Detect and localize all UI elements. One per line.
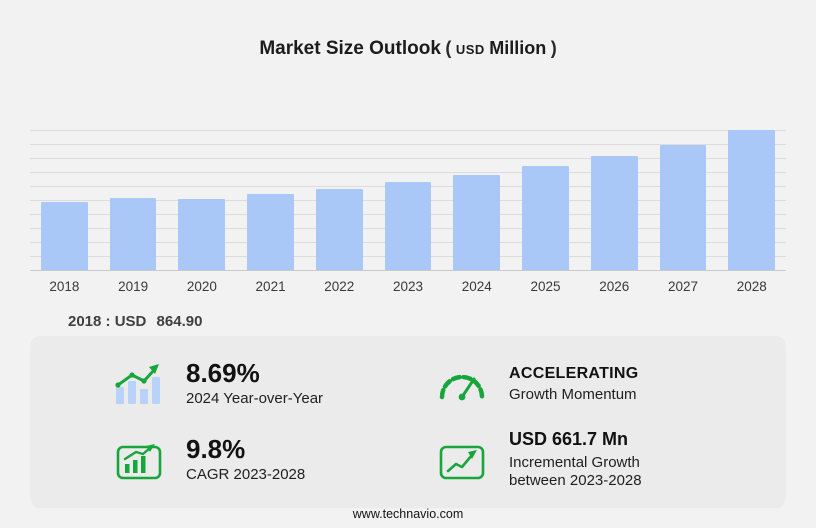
bar-2021 bbox=[236, 120, 305, 270]
x-tick-label-2026: 2026 bbox=[599, 279, 630, 294]
cagr-caption: CAGR 2023-2028 bbox=[186, 466, 306, 484]
bar-2019 bbox=[99, 120, 168, 270]
x-tick-label-2018: 2018 bbox=[49, 279, 80, 294]
momentum-value: ACCELERATING bbox=[509, 364, 639, 382]
cagr-chart-icon bbox=[110, 440, 168, 480]
bar-2018 bbox=[30, 120, 99, 270]
yoy-caption: 2024 Year-over-Year bbox=[186, 390, 324, 408]
incremental-growth-icon bbox=[433, 440, 491, 480]
bar-rect-2021 bbox=[247, 194, 294, 270]
stat-yoy: 8.69% 2024 Year-over-Year bbox=[110, 346, 423, 422]
bar-rect-2018 bbox=[41, 201, 88, 270]
page-title: Market Size Outlook ( USD Million ) bbox=[0, 38, 816, 60]
momentum-caption: Growth Momentum bbox=[509, 385, 637, 403]
x-tick-label-2019: 2019 bbox=[118, 279, 149, 294]
key-stats-panel: 8.69% 2024 Year-over-Year ACCELERATING G… bbox=[30, 336, 786, 508]
x-tick-label-2023: 2023 bbox=[393, 279, 424, 294]
x-tick-label-2020: 2020 bbox=[186, 279, 217, 294]
title-open-paren: ( bbox=[445, 38, 452, 58]
base-year-value: 864.90 bbox=[156, 313, 203, 330]
stat-momentum: ACCELERATING Growth Momentum bbox=[433, 346, 746, 422]
title-currency: USD bbox=[455, 42, 485, 57]
bar-rect-2028 bbox=[728, 130, 776, 270]
bar-2024 bbox=[442, 120, 511, 270]
bar-rect-2026 bbox=[590, 156, 638, 270]
chart-plot-area bbox=[30, 120, 786, 271]
bar-2026 bbox=[580, 120, 649, 270]
title-unit: Million bbox=[489, 38, 547, 58]
x-tick-label-2027: 2027 bbox=[667, 279, 698, 294]
bar-2027 bbox=[649, 120, 718, 270]
bar-rect-2024 bbox=[453, 174, 501, 270]
stat-incremental-growth: USD 661.7 Mn Incremental Growth between … bbox=[433, 422, 746, 498]
x-tick-label-2028: 2028 bbox=[736, 279, 767, 294]
bar-rect-2025 bbox=[522, 165, 569, 270]
x-axis-labels: 2018 2019 2020 2021 2022 2023 2024 2025 2026 2027… bbox=[30, 279, 786, 294]
x-tick-label-2024: 2024 bbox=[461, 279, 492, 294]
speedometer-icon bbox=[433, 366, 491, 402]
incremental-value: USD 661.7 Mn bbox=[509, 428, 629, 449]
bar-rect-2027 bbox=[659, 144, 707, 270]
bar-2023 bbox=[374, 120, 443, 270]
x-tick-label-2025: 2025 bbox=[530, 279, 561, 294]
title-main: Market Size Outlook bbox=[259, 38, 441, 59]
bar-growth-icon bbox=[110, 361, 168, 407]
incremental-caption: Incremental Growth between 2023-2028 bbox=[509, 453, 642, 490]
base-year-annotation: 2018 : USD 864.90 bbox=[68, 313, 202, 330]
bar-2025 bbox=[511, 120, 580, 270]
bar-2020 bbox=[167, 120, 236, 270]
yoy-value: 8.69% bbox=[186, 357, 260, 388]
bar-rect-2022 bbox=[315, 188, 363, 270]
base-year-label: 2018 : USD bbox=[68, 313, 147, 330]
bar-rect-2023 bbox=[384, 182, 432, 270]
stat-cagr: 9.8% CAGR 2023-2028 bbox=[110, 422, 423, 498]
bar-2028 bbox=[717, 120, 786, 270]
bar-2022 bbox=[305, 120, 374, 270]
bar-rect-2020 bbox=[178, 199, 226, 270]
x-tick-label-2021: 2021 bbox=[255, 279, 286, 294]
x-tick-label-2022: 2022 bbox=[324, 279, 355, 294]
market-size-bar-chart: 2018 2019 2020 2021 2022 2023 2024 2025 2026 2027… bbox=[30, 120, 786, 294]
cagr-value: 9.8% bbox=[186, 433, 246, 464]
title-close-paren: ) bbox=[550, 38, 557, 58]
bar-rect-2019 bbox=[109, 198, 157, 270]
technavio-url: www.technavio.com bbox=[352, 507, 464, 521]
